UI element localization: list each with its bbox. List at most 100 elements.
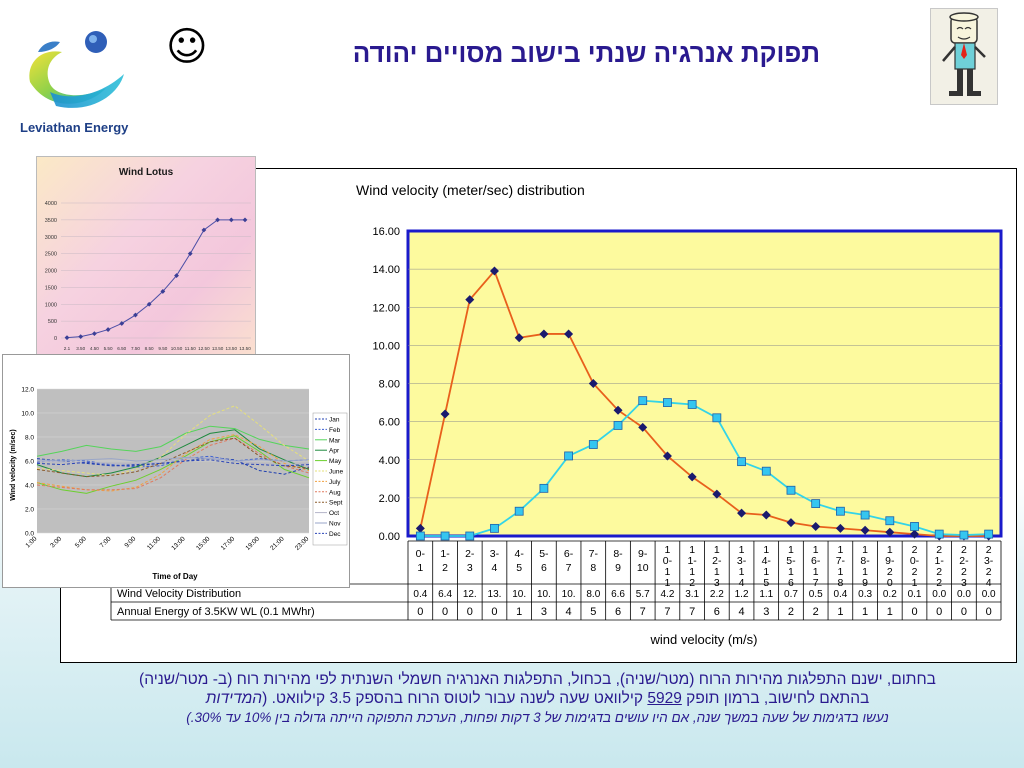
energy-point bbox=[761, 466, 771, 476]
svg-text:4: 4 bbox=[492, 562, 498, 574]
table-cell: 6 bbox=[615, 606, 621, 618]
y-tick-label: 12.00 bbox=[372, 302, 400, 314]
table-cell: 2 bbox=[788, 606, 794, 618]
svg-text:2-: 2- bbox=[465, 548, 475, 560]
leviathan-logo bbox=[20, 22, 140, 122]
table-cell: 0.2 bbox=[883, 589, 897, 600]
table-cell: 7 bbox=[664, 606, 670, 618]
svg-text:8-: 8- bbox=[860, 555, 870, 567]
svg-text:2: 2 bbox=[912, 544, 918, 556]
y-tick-label: 4.00 bbox=[379, 455, 400, 467]
power-curve-point bbox=[228, 217, 234, 223]
svg-text:4-: 4- bbox=[515, 548, 525, 560]
x-tick-label: 3.50 bbox=[76, 346, 85, 351]
svg-text:7-: 7- bbox=[836, 555, 846, 567]
power-curve-point bbox=[78, 334, 84, 340]
power-curve-point bbox=[91, 331, 97, 337]
x-tick-label: 6.50 bbox=[117, 346, 126, 351]
velocity-point bbox=[910, 529, 920, 539]
x-tick-label: 1-2 bbox=[440, 548, 450, 574]
legend-label: Aug bbox=[329, 489, 341, 496]
caption-line-1: בחתום, ישנם התפלגות מהירות הרוח (מטר/שני… bbox=[139, 671, 936, 688]
caption-line-2-prefix: בהתאם לחישוב, ברמון תופק bbox=[686, 690, 870, 707]
legend-label: Oct bbox=[329, 510, 339, 517]
y-tick-label: 500 bbox=[48, 319, 57, 325]
y-tick-label: 1000 bbox=[45, 302, 57, 308]
velocity-point bbox=[638, 422, 648, 432]
mascot-image bbox=[930, 8, 998, 105]
x-tick-label: 11:00 bbox=[146, 535, 162, 551]
table-cell: 0 bbox=[417, 606, 423, 618]
svg-text:2: 2 bbox=[442, 562, 448, 574]
table-cell: 4 bbox=[739, 606, 745, 618]
legend-label: July bbox=[329, 479, 341, 486]
power-curve-point bbox=[133, 312, 138, 318]
distribution-chart-title: Wind velocity (meter/sec) distribution bbox=[356, 182, 585, 198]
x-tick-label: 0-1 bbox=[416, 548, 426, 574]
energy-point bbox=[984, 529, 994, 539]
table-cell: 10. bbox=[537, 589, 551, 600]
caption-line-3: נעשו בדגימות של שעה במשך שנה, אם היו עוש… bbox=[186, 710, 889, 725]
svg-text:4: 4 bbox=[986, 577, 992, 589]
caption-line-2-italic: המדידות bbox=[205, 690, 263, 707]
svg-text:2-: 2- bbox=[959, 555, 969, 567]
power-curve-point bbox=[201, 227, 207, 233]
y-tick-label: 8.00 bbox=[379, 379, 400, 391]
table-cell: 1 bbox=[837, 606, 843, 618]
x-tick-label: 9.50 bbox=[158, 346, 167, 351]
svg-text:4-: 4- bbox=[762, 555, 772, 567]
table-cell: 0 bbox=[491, 606, 497, 618]
svg-text:1: 1 bbox=[763, 544, 769, 556]
y-tick-label: 2.00 bbox=[379, 493, 400, 505]
x-tick-label: 9:00 bbox=[123, 535, 137, 549]
table-cell: 2 bbox=[813, 606, 819, 618]
velocity-point bbox=[613, 405, 623, 415]
table-cell: 0 bbox=[961, 606, 967, 618]
svg-text:2-: 2- bbox=[712, 555, 722, 567]
smiley-icon: ☺ bbox=[166, 24, 208, 70]
table-cell: 6 bbox=[714, 606, 720, 618]
legend-label: June bbox=[329, 469, 343, 476]
table-cell: 0.0 bbox=[982, 589, 996, 600]
slide-title: תפוקת אנרגיה שנתי בישוב מסויים יהודה bbox=[352, 38, 820, 68]
velocity-point bbox=[415, 523, 425, 533]
svg-text:1: 1 bbox=[689, 566, 695, 578]
svg-text:1-: 1- bbox=[440, 548, 450, 560]
y-tick-label: 3500 bbox=[45, 218, 57, 224]
y-tick-label: 1500 bbox=[45, 285, 57, 291]
velocity-point bbox=[811, 521, 821, 531]
svg-text:2: 2 bbox=[689, 577, 695, 589]
velocity-point bbox=[662, 451, 672, 461]
energy-point bbox=[415, 531, 425, 541]
series-line-sept bbox=[36, 437, 310, 478]
svg-text:6-: 6- bbox=[811, 555, 821, 567]
x-tick-label: 4-5 bbox=[515, 548, 525, 574]
x-tick-label: 18-19 bbox=[860, 544, 870, 589]
velocity-point bbox=[885, 527, 895, 537]
table-cell: 6.4 bbox=[438, 589, 452, 600]
energy-point bbox=[539, 483, 549, 493]
series-line-may bbox=[36, 435, 310, 494]
monthly-velocity-chart-panel: 0.0 2.0 4.0 6.0 8.0 10.0 12.0 1:00 3:00 5:00 7:00 9… bbox=[2, 354, 350, 588]
svg-text:1: 1 bbox=[689, 544, 695, 556]
velocity-point bbox=[737, 508, 747, 518]
power-curve-point bbox=[242, 217, 248, 223]
svg-text:9: 9 bbox=[862, 577, 868, 589]
x-tick-label: 21:00 bbox=[269, 535, 286, 552]
series-line-aug bbox=[36, 437, 310, 491]
energy-point bbox=[564, 451, 574, 461]
y-tick-label: 2500 bbox=[45, 252, 57, 258]
svg-text:2: 2 bbox=[961, 544, 967, 556]
x-tick-label: 10.50 bbox=[171, 346, 183, 351]
annual-energy-value: 5929 bbox=[647, 690, 682, 707]
monthly-x-axis-label: Time of Day bbox=[152, 572, 198, 581]
svg-text:1: 1 bbox=[714, 544, 720, 556]
svg-text:7: 7 bbox=[566, 562, 572, 574]
x-tick-label: 17-18 bbox=[836, 544, 846, 589]
svg-text:9: 9 bbox=[615, 562, 621, 574]
svg-text:3-: 3- bbox=[490, 548, 500, 560]
svg-text:1: 1 bbox=[837, 566, 843, 578]
series-line-mar bbox=[36, 425, 310, 457]
power-curve-point bbox=[105, 327, 111, 332]
table-cell: 6.6 bbox=[611, 589, 625, 600]
